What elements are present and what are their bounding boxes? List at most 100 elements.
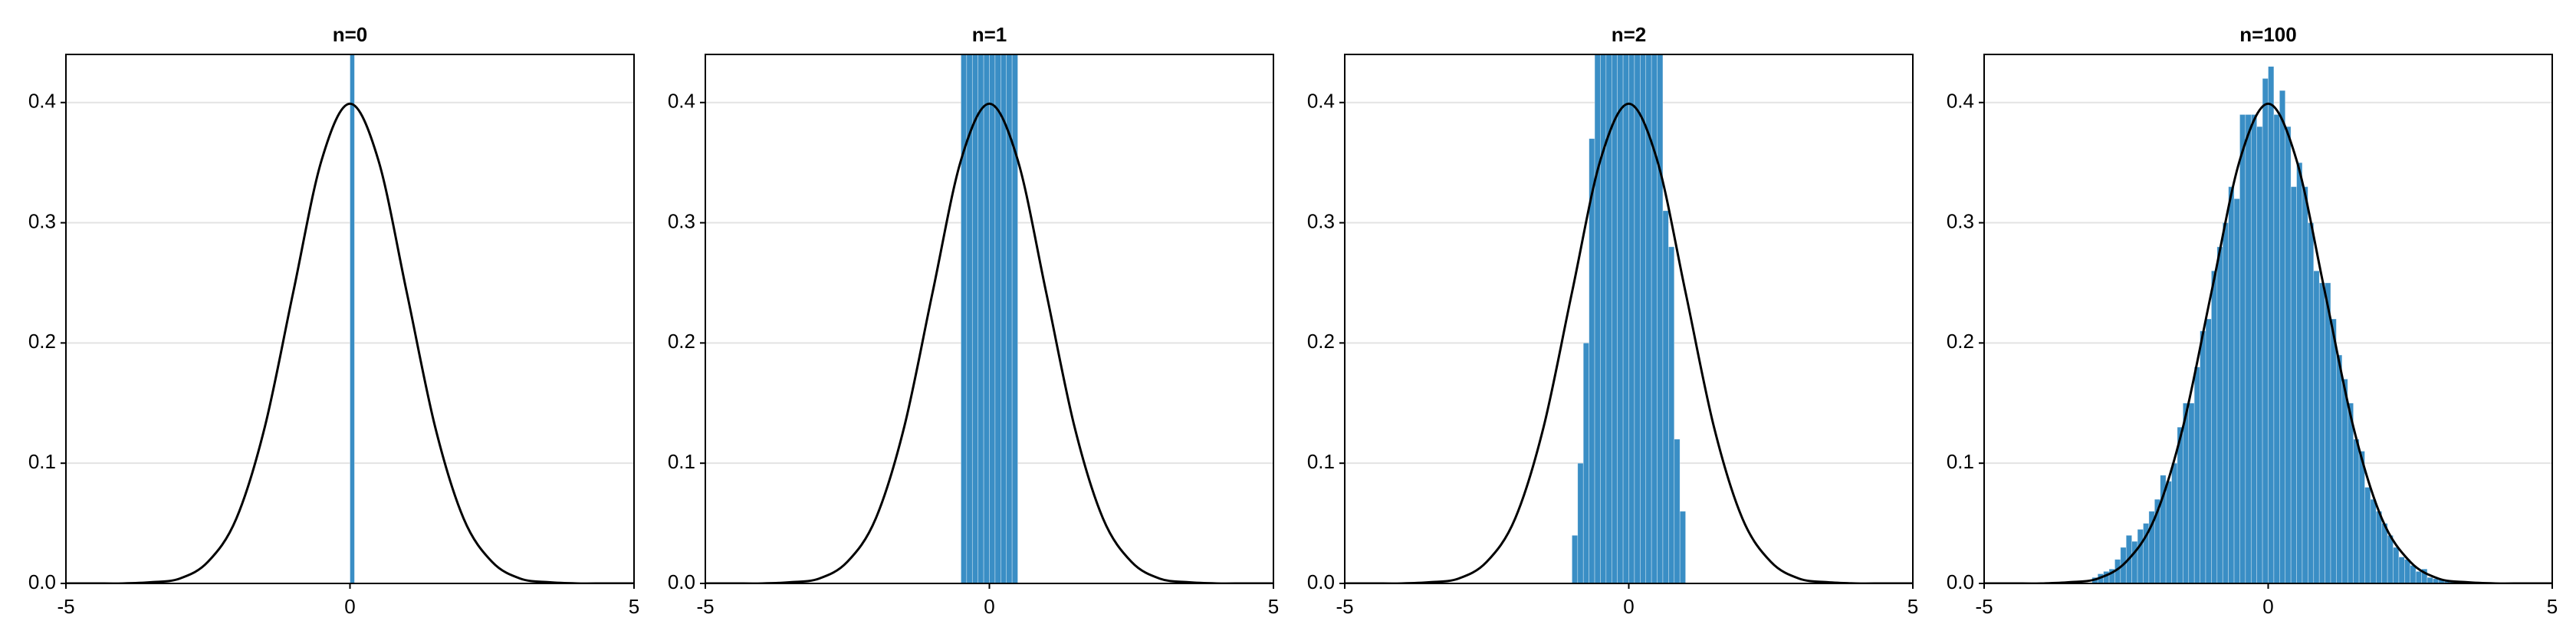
bar [2205,318,2212,583]
bar [2233,198,2240,583]
y-tick-label: 0.4 [1307,90,1335,113]
bar [2341,379,2348,583]
axes-frame [705,54,1274,584]
bar [1668,246,1675,583]
bar [350,54,355,583]
panel: n=100 0.0 0.1 0.2 0.3 0.4 -5 0 5 [1947,23,2558,618]
bar [2188,402,2195,583]
bar [1634,54,1641,583]
bar [989,54,996,583]
bar [2239,114,2246,583]
bar [2211,270,2218,583]
x-tick-label: 5 [2547,595,2558,618]
bar [2256,126,2263,583]
plot-area [66,54,634,583]
bar [2375,511,2383,583]
bar [1651,54,1658,583]
bar [2318,282,2325,583]
bar [2137,529,2144,583]
bar [1674,439,1681,583]
x-tick-label: -5 [696,595,714,618]
bar [983,54,990,583]
plot-area [1345,54,1913,583]
chart-title: n=0 [333,23,368,46]
bar [1617,54,1624,583]
bar [2330,318,2337,583]
bar [2177,426,2183,583]
bar [1572,534,1579,583]
x-tick-label: -5 [57,595,74,618]
x-tick-label: 5 [629,595,639,618]
y-tick-label: 0.1 [668,450,695,473]
y-tick-label: 0.2 [28,330,56,353]
axes-frame [65,54,635,584]
bar [2421,568,2428,583]
x-tick-label: 5 [1907,595,1918,618]
y-tick-label: 0.3 [1947,209,1974,232]
x-tick-label: -5 [1975,595,1993,618]
bar [2273,114,2280,583]
y-tick-label: 0.0 [28,570,56,593]
y-tick-label: 0.4 [28,90,56,113]
bar [1001,54,1007,583]
x-tick-label: 0 [984,595,994,618]
bar [2381,523,2388,583]
x-tick-label: 0 [1623,595,1634,618]
bar [2353,439,2360,583]
chart-title: n=100 [2239,23,2296,46]
bar [2347,402,2354,583]
bar [2410,565,2417,583]
bar [2262,78,2269,583]
bar [1622,54,1629,583]
bar [2250,114,2257,583]
bar [1577,462,1584,583]
bar [2200,330,2206,583]
bar [2415,571,2422,583]
bar [2290,186,2297,583]
x-tick-label: 0 [344,595,355,618]
bar [2268,66,2275,583]
bar [2336,354,2343,583]
bar [2364,487,2371,583]
panel: n=2 0.0 0.1 0.2 0.3 0.4 -5 0 5 [1307,23,1918,618]
bar [2171,462,2178,583]
y-tick-label: 0.4 [668,90,695,113]
bar [1605,54,1612,583]
bar [961,54,968,583]
bar [1600,54,1607,583]
y-tick-label: 0.0 [668,570,695,593]
density-curve [705,102,1273,583]
bar [2313,270,2320,583]
panel: n=1 0.0 0.1 0.2 0.3 0.4 -5 0 5 [668,23,1279,618]
bar [978,54,984,583]
bar [2302,186,2308,583]
y-tick-label: 0.1 [1947,450,1974,473]
x-tick-label: -5 [1336,595,1353,618]
bar [2228,186,2235,583]
bar [2279,90,2286,583]
bar [1662,210,1669,583]
bar [1582,343,1589,583]
bar [2370,498,2377,583]
y-tick-label: 0.3 [668,209,695,232]
panel: n=0 0.0 0.1 0.2 0.3 0.4 -5 0 5 [28,23,639,618]
bar [1011,54,1018,583]
y-tick-label: 0.2 [668,330,695,353]
bar [2285,126,2292,583]
y-tick-label: 0.4 [1947,90,1974,113]
y-tick-label: 0.0 [1947,570,1974,593]
x-tick-label: 5 [1268,595,1279,618]
plot-area [705,54,1273,583]
bar [2358,451,2365,583]
axes-frame [1983,54,2553,584]
bar [1657,54,1664,583]
chart-title: n=1 [972,23,1007,46]
bar [994,54,1001,583]
density-curve [1984,102,2552,583]
y-tick-label: 0.3 [28,209,56,232]
density-curve [1345,102,1913,583]
bar [2387,534,2394,583]
x-tick-label: 0 [2262,595,2273,618]
